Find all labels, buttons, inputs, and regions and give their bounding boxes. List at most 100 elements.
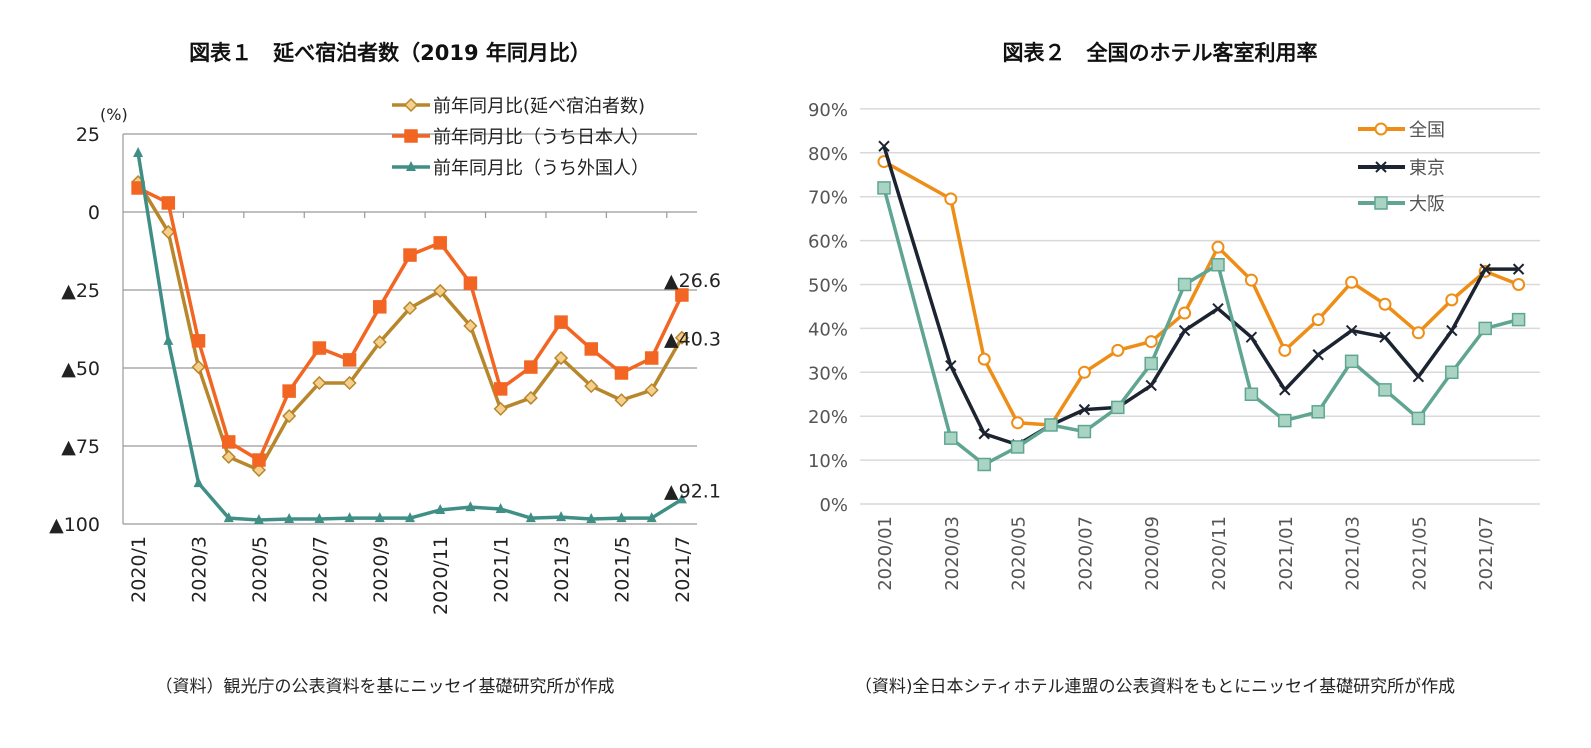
triangle-marker	[314, 513, 325, 524]
legend-label: 大阪	[1409, 194, 1445, 215]
square-marker	[877, 181, 891, 195]
x-marker	[1145, 379, 1157, 392]
y-tick-label: 50%	[808, 276, 848, 297]
square-marker	[403, 248, 417, 262]
circle-marker	[1378, 297, 1392, 311]
x-tick-label: 2021/7	[672, 536, 694, 603]
diamond-marker	[342, 375, 357, 391]
square-marker	[1344, 354, 1359, 369]
circle-marker	[977, 352, 991, 366]
diamond-marker	[553, 350, 569, 366]
x-marker	[1279, 384, 1291, 396]
diamond-marker	[402, 301, 418, 316]
legend-label: 前年同月比(延べ宿泊者数)	[433, 96, 645, 117]
square-marker	[493, 382, 508, 396]
triangle-marker	[586, 513, 597, 524]
chart1-ylabel: (%)	[100, 105, 128, 124]
y-tick-label: 0%	[819, 495, 848, 516]
data-label: ▲92.1	[664, 480, 721, 502]
x-tick-label: 2021/5	[611, 536, 633, 603]
x-tick-label: 2020/09	[1142, 516, 1163, 591]
chart2: 0% 10% 20% 30% 40% 50% 60% 70% 80% 90% 2020/01 2020…	[808, 100, 1540, 591]
x-marker	[1212, 302, 1224, 315]
triangle-marker	[646, 512, 657, 523]
x-marker	[1245, 331, 1258, 343]
legend-label: 東京	[1409, 158, 1445, 179]
y-tick-label: 10%	[808, 451, 848, 472]
triangle-marker	[465, 501, 476, 512]
circle-marker	[944, 192, 958, 206]
circle-marker	[1211, 240, 1225, 254]
series-2	[878, 140, 1525, 451]
square-marker	[1478, 321, 1492, 336]
x-tick-label: 2020/1	[128, 536, 150, 603]
data-label: ▲40.3	[664, 329, 721, 351]
triangle-marker	[163, 334, 174, 345]
y-tick-label: ▲50	[61, 358, 100, 380]
series-1	[131, 174, 689, 478]
x-tick-label: 2020/5	[249, 536, 271, 603]
x-marker	[1078, 403, 1091, 416]
y-tick-label: 40%	[808, 319, 848, 340]
x-tick-label: 2020/3	[189, 536, 211, 603]
series-line	[882, 145, 1519, 447]
diamond-marker	[221, 449, 236, 464]
diamond-marker	[523, 390, 538, 406]
square-marker	[1144, 356, 1158, 371]
diamond-marker	[191, 360, 206, 375]
square-marker	[554, 315, 568, 329]
x-marker	[978, 428, 990, 440]
circle-marker	[1345, 275, 1359, 289]
square-marker	[252, 453, 266, 467]
square-marker	[1278, 413, 1292, 428]
x-marker	[1375, 161, 1387, 173]
chart1-title: 図表１ 延べ宿泊者数（2019 年同月比）	[189, 41, 591, 65]
y-tick-label: 90%	[808, 100, 848, 121]
x-tick-label: 2021/07	[1476, 516, 1497, 591]
square-marker	[644, 351, 659, 365]
x-tick-label: 2020/01	[875, 516, 896, 591]
diamond-marker	[614, 393, 629, 408]
circle-marker	[1144, 335, 1158, 349]
series-line	[136, 152, 683, 522]
square-marker	[1411, 411, 1426, 426]
square-marker	[1244, 387, 1259, 401]
x-marker	[878, 140, 890, 152]
square-marker	[1511, 312, 1526, 327]
x-tick-label: 2021/03	[1343, 516, 1364, 591]
x-tick-label: 2021/01	[1276, 516, 1297, 591]
x-tick-label: 2020/05	[1009, 516, 1030, 591]
x-tick-label: 2020/03	[942, 516, 963, 591]
triangle-marker	[133, 147, 144, 158]
square-marker	[977, 457, 991, 472]
legend-label: 前年同月比（うち外国人）	[433, 158, 649, 179]
x-tick-label: 2020/11	[430, 536, 452, 615]
triangle-marker	[435, 503, 446, 514]
x-marker	[1512, 263, 1525, 275]
diamond-marker	[312, 375, 327, 391]
y-tick-label: ▲100	[49, 514, 100, 536]
square-marker	[1378, 383, 1392, 397]
triangle-marker	[406, 161, 416, 171]
x-tick-label: 2020/07	[1075, 516, 1096, 591]
triangle-marker	[495, 503, 506, 514]
diamond-marker	[161, 224, 176, 240]
square-marker	[342, 353, 357, 367]
x-marker	[1178, 324, 1191, 337]
y-tick-label: 80%	[808, 144, 848, 165]
square-marker	[221, 435, 236, 449]
diamond-marker	[282, 408, 297, 424]
diamond-marker	[674, 330, 689, 345]
circle-marker	[1244, 273, 1258, 287]
circle-marker	[1374, 122, 1388, 136]
circle-marker	[1278, 343, 1292, 357]
square-marker	[1044, 418, 1058, 432]
circle-marker	[1411, 326, 1425, 340]
square-marker	[191, 334, 206, 348]
series-3	[133, 147, 687, 524]
diamond-marker	[644, 383, 659, 398]
square-marker	[584, 342, 599, 356]
triangle-marker	[556, 511, 567, 522]
square-marker	[1077, 424, 1092, 439]
